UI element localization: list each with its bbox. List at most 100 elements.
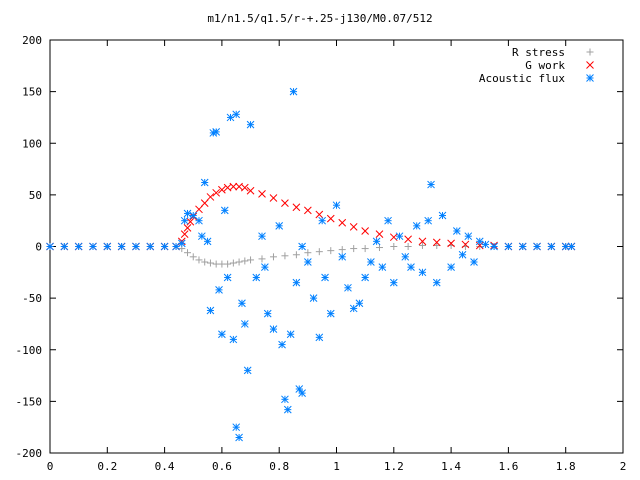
data-point (461, 240, 470, 249)
data-point (438, 211, 447, 220)
data-point (321, 273, 329, 282)
data-point (235, 258, 243, 266)
data-point (404, 243, 412, 250)
data-point (361, 245, 369, 253)
data-point (258, 232, 266, 241)
data-point (195, 256, 203, 264)
data-point (309, 294, 318, 302)
data-point (201, 258, 209, 266)
data-point (395, 232, 404, 241)
data-point (432, 278, 441, 287)
data-point (418, 241, 426, 249)
data-point (452, 227, 461, 235)
x-tick-label: 0.6 (212, 460, 232, 473)
data-point (295, 385, 304, 393)
data-point (303, 206, 312, 215)
data-point (238, 299, 246, 308)
data-point (246, 120, 255, 129)
data-point (361, 227, 370, 235)
data-point (412, 221, 421, 230)
x-tick-label: 0.8 (269, 460, 289, 473)
data-point (418, 268, 427, 277)
data-point (132, 242, 140, 251)
y-tick-label: 100 (22, 137, 42, 150)
data-point (475, 237, 484, 246)
data-point (246, 186, 255, 195)
data-point (318, 216, 327, 225)
data-point (183, 224, 192, 232)
data-point (375, 230, 384, 238)
data-point (180, 216, 189, 225)
data-point (327, 247, 335, 255)
x-tick-label: 0.2 (97, 460, 117, 473)
data-point (407, 263, 415, 272)
data-point (172, 242, 180, 251)
data-point (378, 263, 387, 272)
data-point (447, 263, 455, 272)
data-point (286, 330, 295, 339)
data-point (490, 242, 498, 251)
data-point (229, 259, 237, 267)
data-point (206, 306, 215, 315)
data-point (220, 206, 229, 215)
data-point (447, 239, 455, 248)
data-point (218, 330, 226, 339)
data-point (567, 242, 576, 251)
x-tick-label: 1.8 (556, 460, 576, 473)
data-point (240, 320, 249, 328)
data-point (390, 243, 398, 250)
data-point (533, 242, 541, 251)
y-tick-label: 0 (35, 241, 42, 254)
data-point (304, 249, 312, 257)
legend-marker (586, 48, 594, 56)
data-point (404, 235, 412, 244)
x-tick-label: 1.6 (498, 460, 518, 473)
data-point (518, 242, 527, 251)
data-point (281, 252, 289, 260)
data-point (332, 201, 341, 210)
data-point (464, 232, 473, 241)
data-point (315, 248, 323, 256)
data-point (292, 203, 301, 212)
data-point (292, 251, 300, 259)
data-point (375, 244, 383, 252)
data-point (117, 242, 126, 251)
chart-title: m1/n1.5/q1.5/r-+.25-j130/M0.07/512 (207, 12, 432, 25)
y-tick-label: -100 (16, 344, 43, 357)
x-tick-label: 0 (47, 460, 54, 473)
data-point (89, 242, 97, 251)
series-acoustic-flux (46, 87, 576, 442)
data-point (338, 218, 347, 227)
data-point (292, 278, 301, 287)
data-point (315, 210, 324, 219)
data-point (229, 335, 238, 344)
data-point (401, 252, 410, 261)
series-layer (46, 87, 576, 442)
data-point (338, 246, 346, 254)
data-point (243, 366, 252, 375)
data-point (232, 423, 241, 432)
data-point (389, 278, 398, 287)
data-point (247, 256, 255, 264)
y-tick-label: 200 (22, 34, 42, 47)
data-point (355, 299, 364, 308)
data-point (418, 237, 427, 246)
data-point (298, 389, 306, 397)
data-point (315, 333, 324, 342)
data-point (215, 286, 223, 294)
data-point (46, 242, 54, 251)
data-point (240, 183, 249, 192)
data-point (338, 252, 347, 261)
data-point (281, 395, 289, 404)
data-point (189, 253, 197, 261)
data-point (283, 405, 292, 414)
data-point (361, 273, 370, 282)
data-point (269, 194, 278, 202)
data-point (326, 309, 335, 318)
series-g-work (46, 182, 576, 251)
data-point (203, 237, 212, 246)
data-point (263, 309, 272, 318)
x-tick-label: 1 (333, 460, 340, 473)
data-point (223, 273, 232, 282)
